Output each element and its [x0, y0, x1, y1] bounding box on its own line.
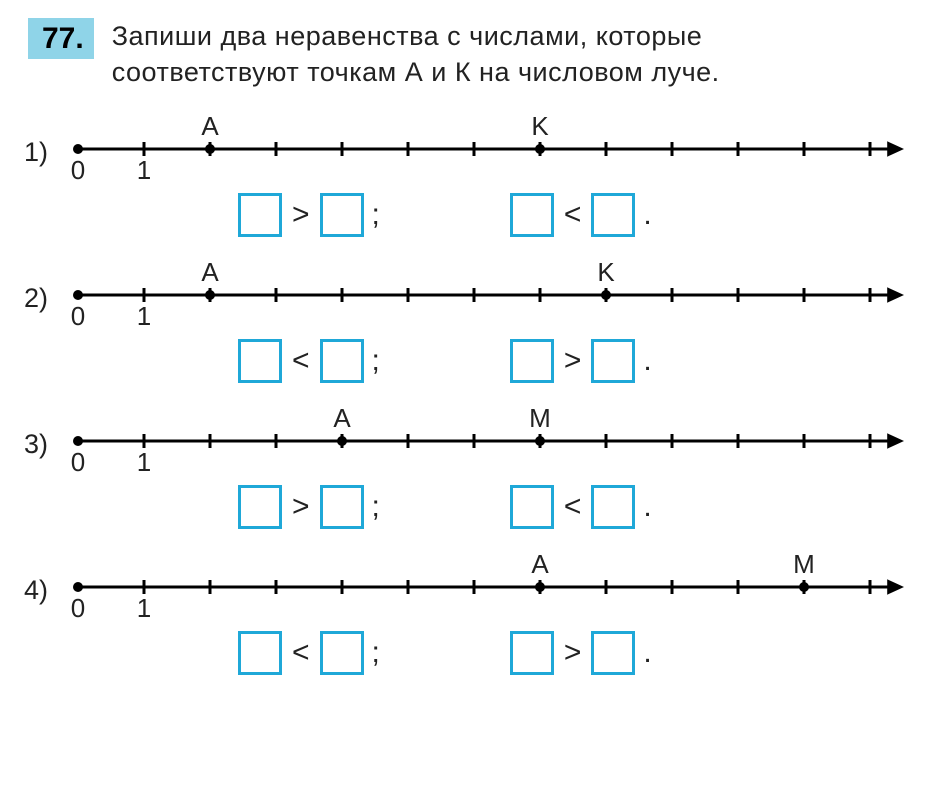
- answer-box[interactable]: [510, 631, 554, 675]
- inequality-group: >;: [238, 193, 380, 237]
- exercise-prompt: Запиши два неравенства с числами, которы…: [112, 18, 720, 91]
- svg-text:1: 1: [137, 155, 151, 181]
- answer-box[interactable]: [238, 193, 282, 237]
- inequality-group: >.: [510, 339, 652, 383]
- number-line-row: 2)01AK: [28, 255, 923, 327]
- comparison-operator: <: [564, 490, 582, 524]
- punctuation: ;: [372, 636, 380, 670]
- subproblem-number: 4): [24, 575, 48, 606]
- punctuation: .: [643, 490, 651, 524]
- answer-box[interactable]: [510, 339, 554, 383]
- number-line-row: 1)01AK: [28, 109, 923, 181]
- inequality-group: <;: [238, 631, 380, 675]
- svg-text:A: A: [201, 257, 219, 287]
- svg-text:0: 0: [71, 301, 85, 327]
- answer-box[interactable]: [320, 485, 364, 529]
- number-line-row: 4)01AM: [28, 547, 923, 619]
- svg-text:1: 1: [137, 593, 151, 619]
- comparison-operator: <: [292, 344, 310, 378]
- subproblem-number: 1): [24, 137, 48, 168]
- svg-text:0: 0: [71, 155, 85, 181]
- answer-box[interactable]: [320, 193, 364, 237]
- prompt-line-1: Запиши два неравенства с числами, которы…: [112, 21, 703, 51]
- comparison-operator: <: [564, 198, 582, 232]
- problem-2: 2)01AK<;>.: [28, 255, 923, 383]
- number-line: 0 1 A M: [60, 547, 920, 619]
- inequality-group: >.: [510, 631, 652, 675]
- answer-box[interactable]: [591, 339, 635, 383]
- svg-text:1: 1: [137, 301, 151, 327]
- svg-text:A: A: [333, 403, 351, 433]
- punctuation: ;: [372, 344, 380, 378]
- svg-text:1: 1: [137, 447, 151, 473]
- answer-box[interactable]: [591, 485, 635, 529]
- subproblem-number: 3): [24, 429, 48, 460]
- number-line: 0 1 A M: [60, 401, 920, 473]
- inequality-group: <.: [510, 485, 652, 529]
- answer-row: <; >.: [238, 339, 923, 383]
- answer-box[interactable]: [320, 631, 364, 675]
- answer-box[interactable]: [510, 193, 554, 237]
- inequality-group: <.: [510, 193, 652, 237]
- subproblem-number: 2): [24, 283, 48, 314]
- number-line: 0 1 A K: [60, 255, 920, 327]
- exercise-number-badge: 77.: [28, 18, 94, 59]
- comparison-operator: >: [564, 344, 582, 378]
- punctuation: ;: [372, 198, 380, 232]
- answer-box[interactable]: [238, 339, 282, 383]
- inequality-group: <;: [238, 339, 380, 383]
- problem-3: 3)01AM>;<.: [28, 401, 923, 529]
- answer-box[interactable]: [591, 631, 635, 675]
- svg-text:M: M: [793, 549, 815, 579]
- svg-text:K: K: [531, 111, 549, 141]
- punctuation: .: [643, 636, 651, 670]
- answer-row: >; <.: [238, 193, 923, 237]
- number-line: 0 1 A K: [60, 109, 920, 181]
- problem-4: 4)01AM<;>.: [28, 547, 923, 675]
- comparison-operator: >: [564, 636, 582, 670]
- comparison-operator: >: [292, 198, 310, 232]
- answer-row: <; >.: [238, 631, 923, 675]
- answer-box[interactable]: [238, 631, 282, 675]
- comparison-operator: >: [292, 490, 310, 524]
- punctuation: .: [643, 344, 651, 378]
- exercise-header: 77. Запиши два неравенства с числами, ко…: [28, 18, 923, 91]
- answer-row: >; <.: [238, 485, 923, 529]
- inequality-group: >;: [238, 485, 380, 529]
- punctuation: ;: [372, 490, 380, 524]
- answer-box[interactable]: [320, 339, 364, 383]
- punctuation: .: [643, 198, 651, 232]
- number-line-row: 3)01AM: [28, 401, 923, 473]
- svg-text:K: K: [597, 257, 615, 287]
- svg-text:0: 0: [71, 593, 85, 619]
- svg-text:A: A: [201, 111, 219, 141]
- answer-box[interactable]: [238, 485, 282, 529]
- answer-box[interactable]: [510, 485, 554, 529]
- svg-text:0: 0: [71, 447, 85, 473]
- problems-container: 1)01AK>;<.2)01AK<;>.3)01AM>;<.4)01AM<;>.: [28, 109, 923, 675]
- problem-1: 1)01AK>;<.: [28, 109, 923, 237]
- svg-text:A: A: [531, 549, 549, 579]
- prompt-line-2: соответствуют точкам А и К на числовом л…: [112, 57, 720, 87]
- svg-text:M: M: [529, 403, 551, 433]
- answer-box[interactable]: [591, 193, 635, 237]
- comparison-operator: <: [292, 636, 310, 670]
